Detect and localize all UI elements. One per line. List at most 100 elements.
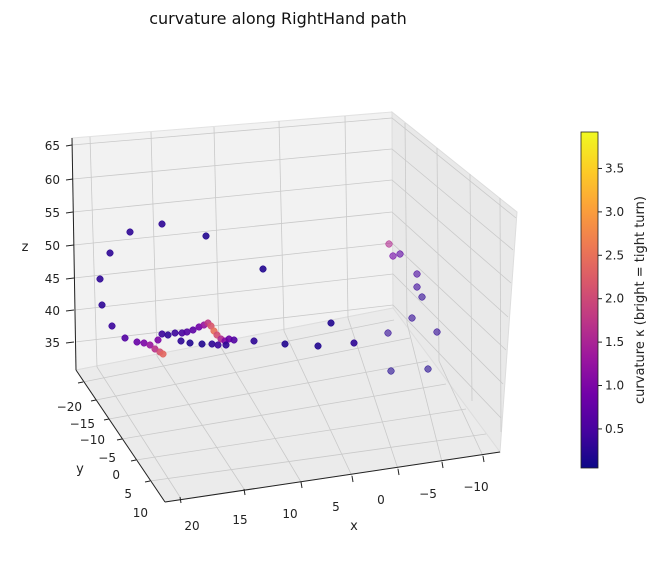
z-tick-mark bbox=[65, 277, 75, 280]
colorbar-tick-label: 3.5 bbox=[605, 161, 624, 175]
z-axis-line bbox=[71, 137, 77, 371]
colorbar-tick-label: 1.0 bbox=[605, 379, 624, 393]
z-tick-label: 35 bbox=[45, 336, 60, 350]
scatter-point bbox=[424, 365, 432, 373]
plot-panes bbox=[71, 110, 518, 503]
x-tick-label: −5 bbox=[419, 487, 437, 501]
gridline bbox=[391, 148, 514, 251]
scatter-point bbox=[208, 340, 216, 348]
z-tick-label: 65 bbox=[45, 139, 60, 153]
gridline bbox=[278, 120, 285, 332]
scatter-point bbox=[198, 340, 206, 348]
x-axis-label: x bbox=[350, 519, 358, 534]
scatter-point bbox=[121, 334, 129, 342]
x-tick-mark bbox=[397, 468, 400, 476]
x-ticks: 20 15 10 5 0 −5 −10 bbox=[179, 455, 489, 533]
y-tick-label: 0 bbox=[112, 468, 120, 482]
gridline bbox=[406, 322, 443, 463]
x-tick-label: 20 bbox=[184, 519, 199, 533]
gridline bbox=[121, 383, 447, 440]
gridline bbox=[436, 147, 440, 362]
scatter-point bbox=[183, 328, 191, 336]
gridline bbox=[344, 115, 349, 319]
gridline bbox=[96, 366, 181, 498]
scatter-point bbox=[164, 331, 172, 339]
scatter-point bbox=[214, 341, 222, 349]
scatter-point bbox=[433, 328, 441, 336]
x-tick-mark bbox=[300, 481, 303, 489]
gridline bbox=[391, 211, 509, 318]
x-axis-line bbox=[164, 451, 501, 503]
scatter-point bbox=[327, 319, 335, 327]
z-tick-label: 55 bbox=[45, 206, 60, 220]
gridline bbox=[74, 273, 394, 311]
z-tick-label: 45 bbox=[45, 272, 60, 286]
scatter-point bbox=[408, 314, 416, 322]
y-tick-label: −10 bbox=[80, 433, 105, 447]
gridline bbox=[156, 355, 245, 490]
y-tick-mark bbox=[130, 459, 137, 462]
x-tick-label: 10 bbox=[282, 507, 297, 521]
gridline bbox=[89, 136, 98, 368]
gridline bbox=[135, 408, 467, 461]
scatter-point bbox=[396, 250, 404, 258]
y-tick-label: −20 bbox=[57, 400, 82, 414]
z-tick-mark bbox=[65, 144, 73, 147]
z-tick-mark bbox=[65, 178, 74, 181]
scatter-point bbox=[189, 326, 197, 334]
gridline bbox=[73, 211, 393, 246]
gridline bbox=[150, 131, 158, 357]
scatter-point bbox=[158, 330, 166, 338]
colorbar-tick-label: 2.0 bbox=[605, 292, 624, 306]
gridline bbox=[391, 117, 517, 219]
y-tick-mark bbox=[116, 438, 123, 441]
colorbar: 0.5 1.0 1.5 2.0 2.5 3.0 3.5 curvature κ (brigh… bbox=[580, 131, 648, 469]
colorbar-tick-label: 2.5 bbox=[605, 248, 624, 262]
z-tick-label: 60 bbox=[45, 173, 60, 187]
x-tick-mark bbox=[243, 488, 246, 496]
z-tick-label: 40 bbox=[45, 304, 60, 318]
gridline bbox=[392, 273, 504, 385]
y-tick-mark bbox=[77, 381, 84, 384]
scatter-point bbox=[350, 339, 358, 347]
gridline bbox=[218, 343, 302, 483]
scatter-point bbox=[387, 367, 395, 375]
colorbar-label: curvature κ (bright = tight turn) bbox=[633, 196, 648, 404]
gridline bbox=[74, 304, 394, 343]
x-tick-label: 5 bbox=[332, 500, 340, 514]
gridline bbox=[469, 173, 473, 402]
gridline bbox=[82, 319, 395, 383]
scatter-point bbox=[222, 341, 230, 349]
scatter-point bbox=[413, 270, 421, 278]
x-tick-mark bbox=[179, 496, 182, 504]
gridline bbox=[283, 330, 353, 477]
x-tick-mark bbox=[441, 461, 444, 469]
y-tick-mark bbox=[103, 418, 110, 421]
z-axis-label: z bbox=[22, 240, 29, 255]
z-tick-mark bbox=[65, 211, 74, 214]
grid-lines bbox=[71, 115, 517, 498]
x-tick-label: −10 bbox=[463, 480, 488, 494]
y-tick-mark bbox=[90, 399, 97, 402]
scatter-point bbox=[177, 337, 185, 345]
x-tick-mark bbox=[351, 475, 354, 483]
scatter-point bbox=[106, 249, 114, 257]
scatter-point bbox=[418, 293, 426, 301]
z-tick-mark bbox=[65, 309, 75, 312]
colorbar-tick-label: 1.5 bbox=[605, 335, 624, 349]
x-tick-mark bbox=[482, 455, 485, 463]
scatter-point bbox=[385, 240, 393, 248]
scatter-point bbox=[108, 322, 116, 330]
scatter-point bbox=[259, 265, 267, 273]
gridline bbox=[72, 179, 393, 213]
x-tick-label: 0 bbox=[377, 493, 385, 507]
gridline bbox=[72, 148, 393, 180]
scatter-point bbox=[171, 329, 179, 337]
colorbar-tick-label: 3.0 bbox=[605, 205, 624, 219]
scatter-point bbox=[186, 339, 194, 347]
z-tick-mark bbox=[65, 341, 75, 344]
scatter-points bbox=[96, 220, 441, 375]
gridline bbox=[391, 179, 512, 284]
colorbar-ticks: 0.5 1.0 1.5 2.0 2.5 3.0 3.5 bbox=[598, 161, 624, 436]
